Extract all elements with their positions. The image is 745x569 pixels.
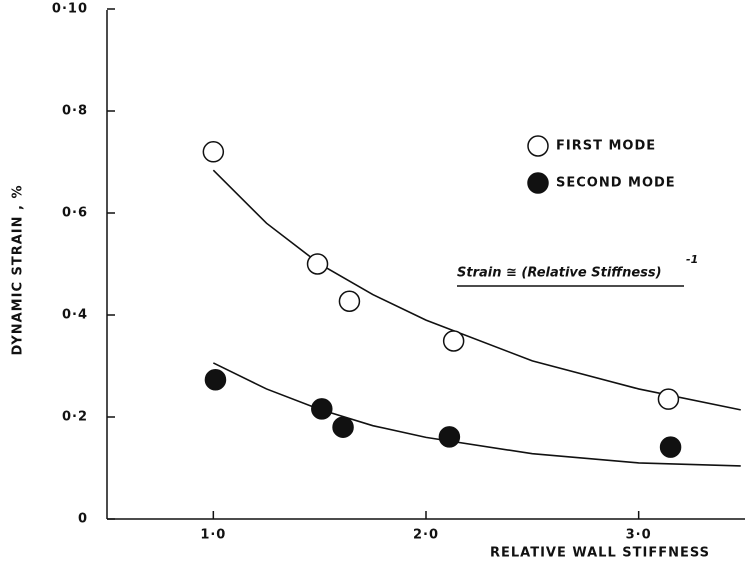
y-tick-label: 0·4 [62, 308, 88, 323]
y-axis-label: DYNAMIC STRAIN , % [11, 184, 26, 355]
x-axis-label: RELATIVE WALL STIFFNESS [490, 546, 710, 561]
data-point [338, 290, 361, 312]
data-point [442, 330, 465, 352]
y-tick-label: 0·10 [52, 2, 88, 17]
legend-label: FIRST MODE [556, 139, 656, 154]
fit-curve [212, 362, 741, 467]
legend-label: SECOND MODE [556, 176, 676, 191]
data-point [332, 416, 354, 438]
x-tick-label: 3·0 [626, 528, 652, 543]
data-point [659, 436, 682, 458]
annotation-superscript: -1 [686, 253, 698, 266]
data-point [202, 141, 225, 163]
y-tick-label: 0·6 [62, 206, 88, 221]
y-tick-label: 0·2 [62, 410, 88, 425]
data-point [311, 398, 333, 420]
legend-marker [527, 172, 549, 194]
y-tick-label: 0 [78, 512, 88, 527]
x-tick-label: 2·0 [413, 528, 439, 543]
legend-marker [527, 135, 549, 157]
data-point [438, 426, 461, 448]
x-tick-label: 1·0 [200, 528, 226, 543]
fit-curve [212, 169, 741, 411]
data-point [306, 253, 329, 275]
y-tick-label: 0·8 [62, 104, 88, 119]
data-point [204, 369, 227, 391]
data-point [657, 388, 680, 410]
annotation: Strain ≅ (Relative Stiffness) [457, 266, 662, 281]
